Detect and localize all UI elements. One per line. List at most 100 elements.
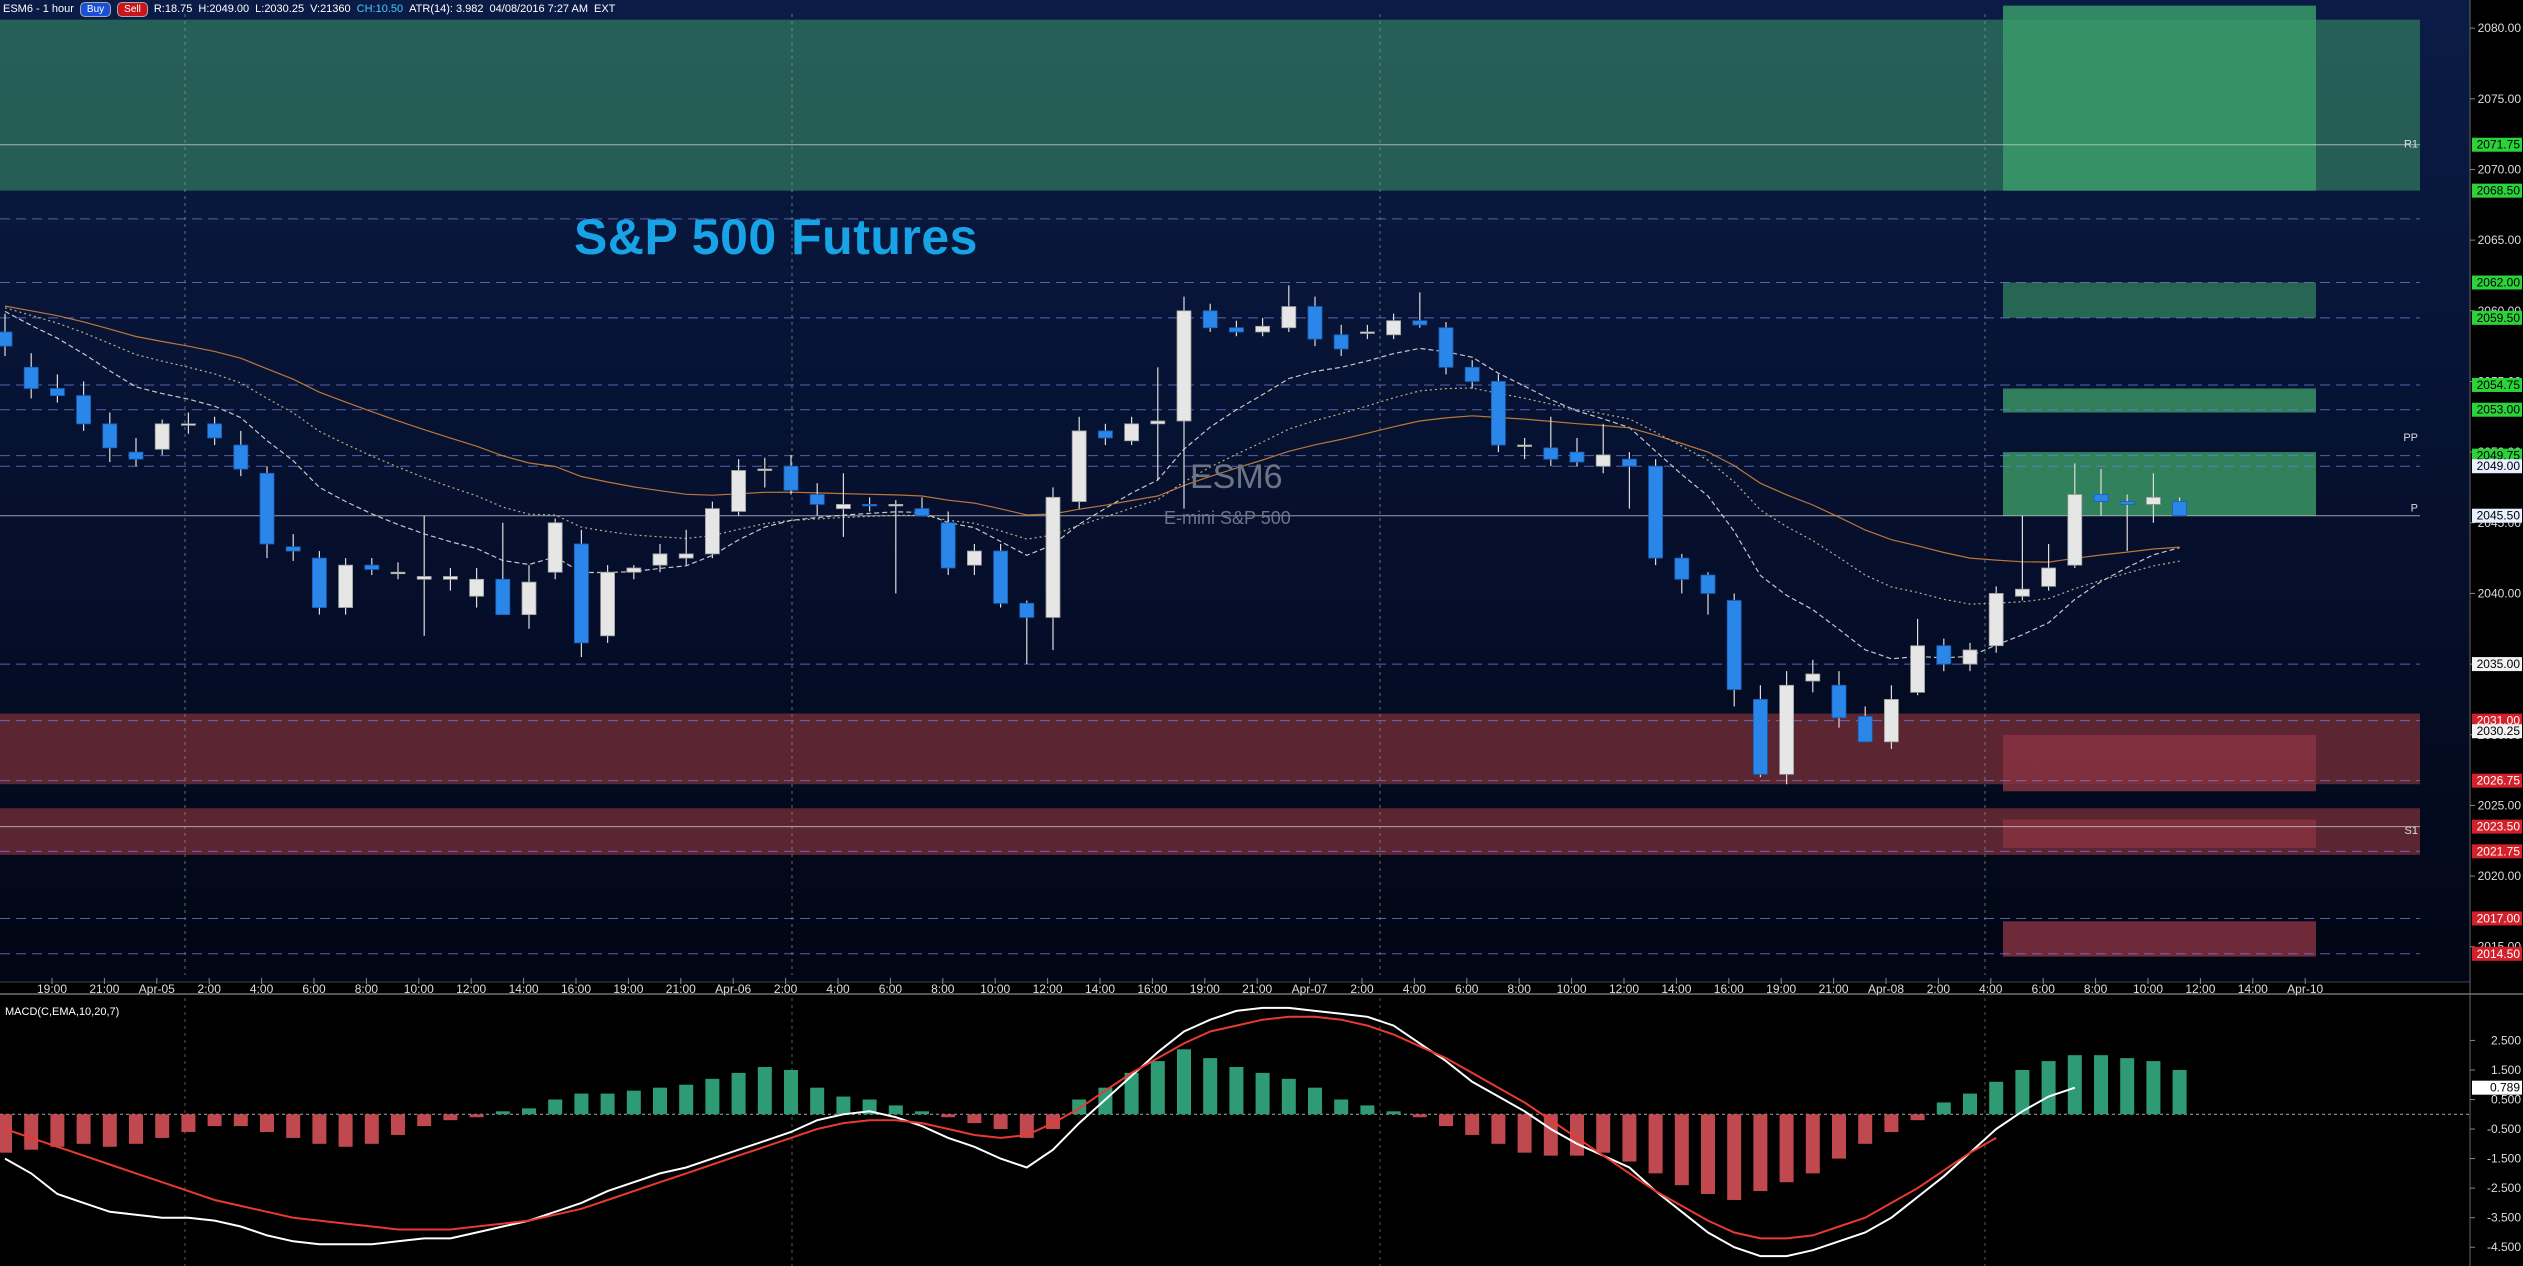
macd-histogram-bar <box>207 1114 222 1127</box>
candle-body <box>1543 447 1559 460</box>
candle <box>207 416 223 446</box>
level-price-tag-label: 2023.50 <box>2477 820 2521 834</box>
candle <box>416 515 432 636</box>
candle <box>1910 618 1925 696</box>
macd-histogram-bar <box>1124 1072 1139 1115</box>
candle-body <box>364 564 380 570</box>
candle <box>1988 586 2004 653</box>
candle-body <box>338 564 354 608</box>
candle-body <box>2041 567 2056 587</box>
macd-histogram-bar <box>731 1072 746 1115</box>
candle <box>1648 459 1663 566</box>
candle <box>1569 437 1585 467</box>
range-readout: R:18.75 <box>153 3 193 15</box>
candle <box>705 501 720 559</box>
volume-readout: V:21360 <box>310 3 351 15</box>
candle-body <box>1674 557 1690 580</box>
projection-box-s1 <box>2003 734 2316 792</box>
candle-body <box>1229 327 1244 333</box>
level-price-tag-label: 2030.25 <box>2477 724 2521 738</box>
sell-button[interactable]: Sell <box>117 1 148 17</box>
candle <box>2015 515 2030 601</box>
candle-body <box>967 550 982 566</box>
projection-box-r1 <box>2003 282 2316 318</box>
macd-histogram-bar <box>338 1114 353 1147</box>
candle-body <box>102 423 118 449</box>
candle-body <box>1595 454 1611 467</box>
macd-histogram-bar <box>129 1114 143 1144</box>
candle <box>180 412 196 434</box>
candle-body <box>940 522 956 569</box>
level-marker: R1 <box>2404 139 2418 151</box>
macd-histogram-bar <box>1884 1114 1899 1132</box>
candle-body <box>1045 496 1061 618</box>
candle-body <box>547 522 563 573</box>
macd-histogram-bar <box>1360 1105 1375 1115</box>
candle-body <box>1910 645 1925 693</box>
x-tick-label: 4:00 <box>250 982 274 996</box>
macd-y-tick-label: -3.500 <box>2487 1211 2521 1225</box>
candle <box>757 457 773 488</box>
macd-histogram-bar <box>495 1111 510 1115</box>
candle-body <box>285 546 301 552</box>
candle <box>940 511 956 576</box>
x-tick-label: 2:00 <box>1350 982 1374 996</box>
candle <box>574 529 589 658</box>
candle <box>626 565 642 580</box>
candle-body <box>678 553 694 559</box>
macd-histogram-bar <box>548 1099 563 1115</box>
macd-histogram-bar <box>1753 1114 1768 1192</box>
candle <box>836 473 851 537</box>
candle-body <box>1412 320 1428 326</box>
x-tick-label: 21:00 <box>1242 982 1272 996</box>
candle <box>1150 367 1166 481</box>
candle <box>1124 416 1139 446</box>
candle <box>1464 360 1480 389</box>
y-tick-label: 2075.00 <box>2478 92 2522 106</box>
macd-histogram-bar <box>1150 1061 1165 1115</box>
candle <box>993 543 1008 608</box>
candle-body <box>233 444 249 470</box>
candle <box>547 518 563 580</box>
level-price-tag <box>2472 137 2522 152</box>
x-tick-label: Apr-10 <box>2287 982 2323 996</box>
candle <box>1281 285 1297 332</box>
datetime-readout: 04/08/2016 7:27 AM <box>489 3 588 15</box>
macd-signal-line <box>4 1015 1997 1240</box>
x-tick-label: Apr-07 <box>1292 982 1328 996</box>
macd-histogram-bar <box>2172 1069 2187 1115</box>
chart-header: ESM6 - 1 hour Buy Sell R:18.75 H:2049.00… <box>3 1 615 17</box>
candle <box>233 430 249 477</box>
buy-button[interactable]: Buy <box>79 1 112 17</box>
macd-pane-background <box>0 996 2470 1266</box>
candle-body <box>705 508 720 555</box>
candle-body <box>1124 423 1139 442</box>
candle-body <box>888 503 904 507</box>
level-price-tag <box>2472 819 2522 834</box>
candle-body <box>1936 645 1952 665</box>
candle-body <box>1202 310 1218 329</box>
level-price-tag-label: 2045.50 <box>2477 509 2521 523</box>
candle-body <box>1726 600 1742 690</box>
candle <box>338 558 354 615</box>
level-price-tag <box>2472 310 2522 325</box>
candle-body <box>1333 334 1349 350</box>
level-price-tag-label: 2014.50 <box>2477 947 2521 961</box>
x-tick-label: 8:00 <box>355 982 379 996</box>
candle-body <box>2067 494 2083 566</box>
macd-histogram-bar <box>653 1087 667 1115</box>
macd-histogram-bar <box>1727 1114 1742 1200</box>
macd-histogram-bar <box>155 1114 170 1138</box>
candle <box>967 543 982 576</box>
macd-histogram-bar <box>810 1087 825 1115</box>
level-price-tag-label: 2035.00 <box>2477 657 2521 671</box>
ma-slow <box>4 305 2180 563</box>
macd-histogram-bar <box>757 1067 772 1115</box>
y-tick-label: 2025.00 <box>2478 798 2522 812</box>
macd-histogram-bar <box>888 1105 903 1115</box>
ma-mid <box>4 307 2180 605</box>
candle <box>1595 423 1611 474</box>
candle-body <box>1438 327 1454 368</box>
level-price-tag <box>2472 402 2522 417</box>
